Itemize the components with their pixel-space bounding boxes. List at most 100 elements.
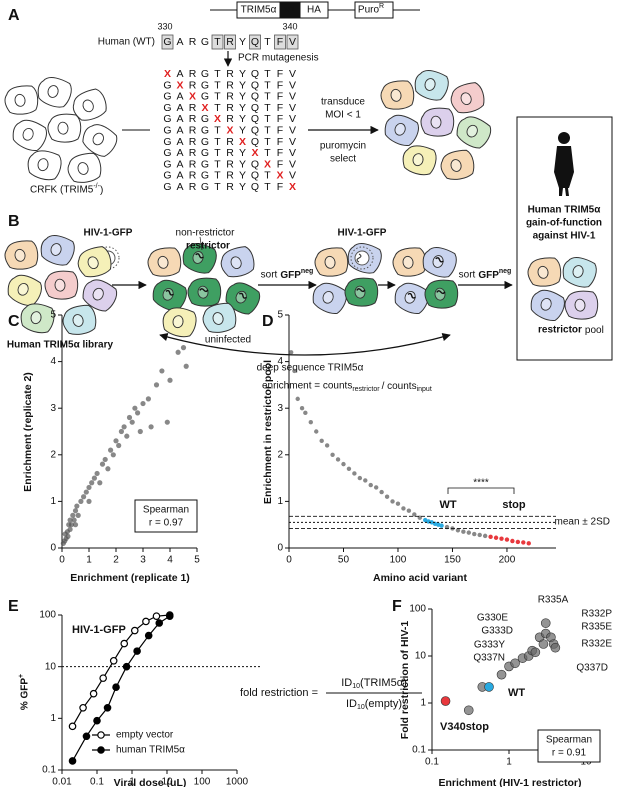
residue: T xyxy=(264,68,271,80)
x-tick-label: 0 xyxy=(59,555,65,566)
cell xyxy=(27,150,62,181)
cell xyxy=(77,246,112,278)
nucleus xyxy=(404,290,416,304)
x-tick-label: 0 xyxy=(286,555,292,566)
point xyxy=(165,612,174,620)
residue-box xyxy=(274,34,286,50)
residue: G xyxy=(201,68,209,80)
nucleus xyxy=(235,290,247,304)
label: non-restrictor xyxy=(176,228,236,239)
panel-label: D xyxy=(262,313,274,330)
point xyxy=(510,538,515,544)
residue: F xyxy=(277,124,283,136)
stat-label: Spearman xyxy=(143,505,189,516)
point xyxy=(67,526,73,532)
residue: G xyxy=(201,147,209,159)
legend-label: human TRIM5α xyxy=(116,745,185,756)
nucleus xyxy=(14,93,26,107)
point xyxy=(135,410,141,416)
provirus xyxy=(165,289,174,296)
point xyxy=(78,498,84,504)
cell xyxy=(225,282,261,315)
construct-label: HA xyxy=(307,5,321,16)
result-text: gain-of-function xyxy=(526,218,602,229)
residue: V xyxy=(289,158,296,170)
residue-box xyxy=(161,34,174,50)
residue: T xyxy=(264,90,271,102)
residue: Q xyxy=(251,158,259,170)
residue: Q xyxy=(251,124,259,136)
residue: G xyxy=(163,136,171,148)
residue: R xyxy=(226,113,234,125)
point xyxy=(122,662,131,671)
nucleus xyxy=(37,158,49,172)
point xyxy=(455,528,461,533)
cell-body xyxy=(314,247,349,277)
residue: Q xyxy=(251,90,259,102)
point xyxy=(496,669,507,680)
residue: T xyxy=(264,36,271,48)
residue: V xyxy=(289,169,296,181)
nucleus xyxy=(50,243,62,256)
cell-body xyxy=(312,282,347,314)
cell-body xyxy=(202,302,237,333)
point-annotation: R335A xyxy=(538,595,569,606)
cell-body xyxy=(40,235,75,266)
construct-label: TRIM5α xyxy=(241,5,277,16)
point xyxy=(86,484,92,491)
nucleus xyxy=(466,124,478,138)
cell xyxy=(564,290,599,320)
residue: G xyxy=(163,79,171,91)
residue: X xyxy=(276,169,283,181)
residue-box xyxy=(286,34,299,50)
label-part: + xyxy=(18,674,25,678)
cell xyxy=(402,145,437,176)
residue: Q xyxy=(251,113,259,125)
x-tick-label: 10 xyxy=(161,777,173,787)
cell-body xyxy=(394,282,429,314)
y-tick-label: 10 xyxy=(45,661,57,672)
point xyxy=(526,541,531,546)
residue: T xyxy=(264,113,271,125)
residue: X xyxy=(214,113,221,125)
cycle-arrow xyxy=(159,332,451,356)
y-tick-label: 0 xyxy=(50,543,56,554)
y-tick-label: 1 xyxy=(50,713,56,724)
residue: R xyxy=(226,90,234,102)
y-axis-title: % GFP+ xyxy=(18,674,31,710)
point xyxy=(79,703,87,712)
significance-bracket xyxy=(447,487,515,494)
point xyxy=(550,642,561,653)
residue: F xyxy=(277,158,283,170)
residue: Q xyxy=(251,181,259,193)
residue: Y xyxy=(239,158,246,170)
nucleus xyxy=(537,265,549,279)
series-line xyxy=(72,614,170,727)
cell xyxy=(7,274,42,306)
nucleus xyxy=(92,132,104,146)
point xyxy=(130,626,139,635)
residue: A xyxy=(176,147,183,159)
cell-body xyxy=(182,243,217,274)
residue: R xyxy=(189,158,197,170)
cell xyxy=(152,279,187,311)
x-tick-label: 5 xyxy=(194,555,200,566)
provirus xyxy=(436,290,446,295)
point xyxy=(484,682,494,692)
formula: enrichment = countsrestrictor / countsinp… xyxy=(262,381,432,393)
point xyxy=(124,433,130,439)
point xyxy=(488,534,493,540)
residue: G xyxy=(201,124,209,136)
nucleus xyxy=(162,287,174,301)
cell xyxy=(147,247,182,277)
residue: G xyxy=(201,36,209,48)
point xyxy=(144,631,153,640)
label: transduce xyxy=(321,97,365,108)
panel-label: F xyxy=(392,598,402,615)
nucleus xyxy=(390,88,402,102)
residue: F xyxy=(277,181,283,193)
y-tick-label: 100 xyxy=(409,604,426,615)
